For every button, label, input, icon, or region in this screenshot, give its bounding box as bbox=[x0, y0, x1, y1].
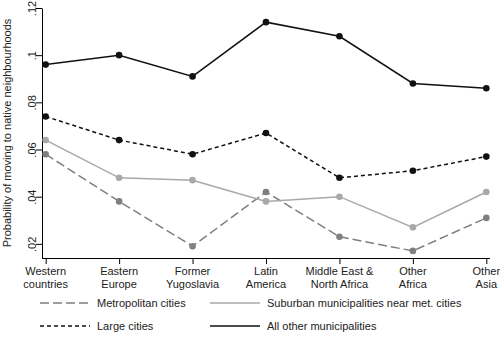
series-marker bbox=[336, 33, 343, 40]
legend-label: Suburban municipalities near met. cities bbox=[267, 297, 462, 309]
y-tick: .12 bbox=[26, 1, 42, 16]
y-tick-label: .04 bbox=[26, 190, 38, 205]
y-tick: .02 bbox=[26, 237, 42, 252]
series-marker bbox=[116, 198, 123, 205]
x-tick-mark bbox=[119, 258, 120, 264]
series-line bbox=[46, 140, 487, 227]
y-tick: .1 bbox=[26, 51, 42, 60]
series-marker bbox=[410, 80, 417, 87]
x-tick bbox=[193, 258, 194, 264]
y-tick-label: .1 bbox=[26, 51, 38, 60]
series-marker bbox=[483, 153, 490, 160]
x-tick bbox=[413, 258, 414, 264]
series-marker bbox=[42, 113, 49, 120]
legend-label: All other municipalities bbox=[267, 320, 377, 332]
series-marker bbox=[336, 193, 343, 200]
y-tick: .06 bbox=[26, 142, 42, 157]
legend-label: Large cities bbox=[97, 320, 154, 332]
series-marker bbox=[116, 175, 123, 182]
series-marker bbox=[42, 137, 49, 144]
x-tick-label: EasternEurope bbox=[100, 265, 138, 290]
x-axis bbox=[42, 258, 490, 264]
y-axis-title: Probability of moving to native neighbou… bbox=[1, 18, 13, 247]
legend-swatch bbox=[210, 302, 260, 304]
chart: .02 .04 .06 .08 .1 .12 Westerncountries Eastern… bbox=[0, 0, 500, 347]
x-tick bbox=[46, 258, 47, 264]
series-marker bbox=[410, 167, 417, 174]
series-marker bbox=[189, 177, 196, 184]
series-marker bbox=[263, 19, 270, 26]
series-marker bbox=[189, 243, 196, 250]
series-marker bbox=[263, 189, 270, 196]
y-axis-line bbox=[42, 9, 43, 259]
series-marker bbox=[483, 215, 490, 222]
x-tick-mark bbox=[339, 258, 340, 264]
x-tick-label: FormerYugoslavia bbox=[166, 265, 220, 290]
y-tick-label: .12 bbox=[26, 1, 38, 16]
y-tick-label: .02 bbox=[26, 237, 38, 252]
legend-swatch bbox=[210, 325, 260, 327]
series-marker bbox=[410, 224, 417, 231]
y-axis: .02 .04 .06 .08 .1 .12 bbox=[26, 1, 43, 259]
x-tick bbox=[119, 258, 120, 264]
series-marker bbox=[116, 52, 123, 59]
y-tick-label: .06 bbox=[26, 142, 38, 157]
legend-swatch bbox=[40, 302, 90, 304]
plot-area bbox=[42, 19, 489, 254]
series-line bbox=[46, 22, 487, 88]
series-marker bbox=[42, 151, 49, 158]
x-tick-label: OtherAfrica bbox=[399, 265, 428, 290]
x-tick-labels: Westerncountries EasternEurope FormerYugos… bbox=[23, 265, 500, 290]
series-marker bbox=[410, 248, 417, 255]
y-tick: .08 bbox=[26, 95, 42, 110]
legend-label: Metropolitan cities bbox=[97, 297, 186, 309]
series-marker bbox=[483, 85, 490, 92]
x-tick-mark bbox=[266, 258, 267, 264]
series-marker bbox=[336, 233, 343, 240]
x-tick-mark bbox=[46, 258, 47, 264]
x-tick bbox=[486, 258, 487, 264]
x-tick-label: Westerncountries bbox=[23, 265, 68, 290]
x-tick bbox=[339, 258, 340, 264]
series-marker bbox=[42, 61, 49, 68]
x-tick bbox=[266, 258, 267, 264]
series-marker bbox=[263, 130, 270, 137]
series-marker bbox=[189, 151, 196, 158]
x-tick-label: Middle East &North Africa bbox=[306, 265, 375, 290]
legend-swatch bbox=[40, 325, 90, 327]
x-tick-label: LatinAmerica bbox=[246, 265, 287, 290]
series-marker bbox=[263, 198, 270, 205]
x-tick-mark bbox=[486, 258, 487, 264]
series-marker bbox=[189, 73, 196, 80]
x-tick-label: OtherAsia bbox=[473, 265, 500, 290]
legend: Metropolitan cities Suburban municipaliti… bbox=[40, 297, 462, 332]
series-marker bbox=[116, 137, 123, 144]
y-tick: .04 bbox=[26, 190, 42, 205]
series-line bbox=[46, 116, 487, 177]
series-marker bbox=[483, 189, 490, 196]
series-marker bbox=[336, 175, 343, 182]
x-tick-mark bbox=[193, 258, 194, 264]
y-tick-label: .08 bbox=[26, 95, 38, 110]
x-tick-mark bbox=[413, 258, 414, 264]
